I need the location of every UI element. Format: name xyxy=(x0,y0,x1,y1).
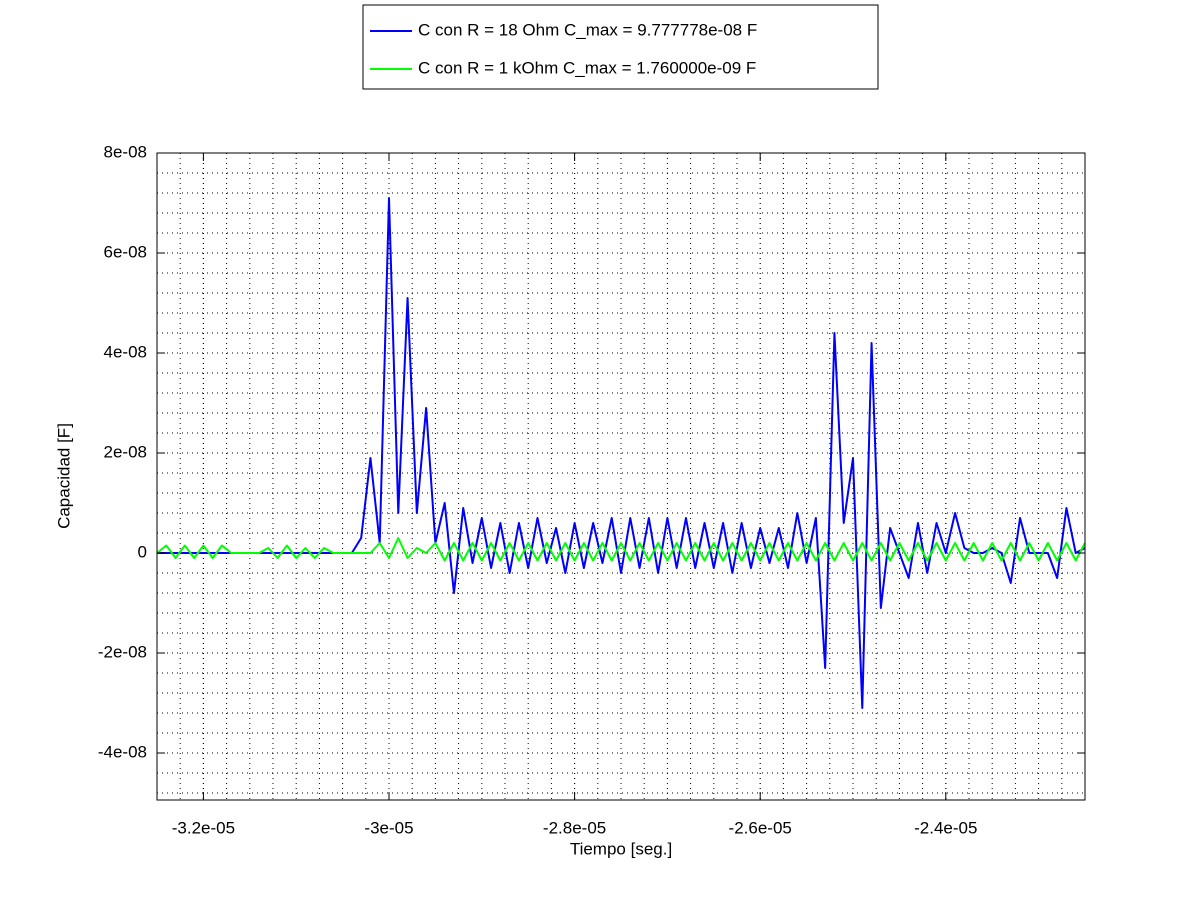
legend: C con R = 18 Ohm C_max = 9.777778e-08 F C… xyxy=(362,4,879,90)
x-axis-label: Tiempo [seg.] xyxy=(570,839,672,858)
x-tick-label: -2.6e-05 xyxy=(729,818,792,837)
x-tick-label: -2.8e-05 xyxy=(543,818,606,837)
x-tick-label: -2.4e-05 xyxy=(914,818,977,837)
legend-label: C con R = 1 kOhm C_max = 1.760000e-09 F xyxy=(418,58,756,77)
y-tick-label: 4e-08 xyxy=(104,342,147,361)
y-tick-label: 8e-08 xyxy=(104,142,147,161)
y-axis-label: Capacidad [F] xyxy=(54,423,73,529)
x-tick-label: -3.2e-05 xyxy=(172,818,235,837)
data-line xyxy=(156,537,1086,562)
legend-box xyxy=(362,4,879,90)
y-tick-label: -4e-08 xyxy=(98,742,147,761)
x-tick-label: -3e-05 xyxy=(364,818,413,837)
legend-label: C con R = 18 Ohm C_max = 9.777778e-08 F xyxy=(418,20,757,39)
y-tick-label: 0 xyxy=(138,542,147,561)
y-tick-label: 2e-08 xyxy=(104,442,147,461)
y-tick-label: 6e-08 xyxy=(104,242,147,261)
plot-area xyxy=(156,197,1086,709)
y-tick-label: -2e-08 xyxy=(98,642,147,661)
axes-frame xyxy=(156,152,1086,801)
